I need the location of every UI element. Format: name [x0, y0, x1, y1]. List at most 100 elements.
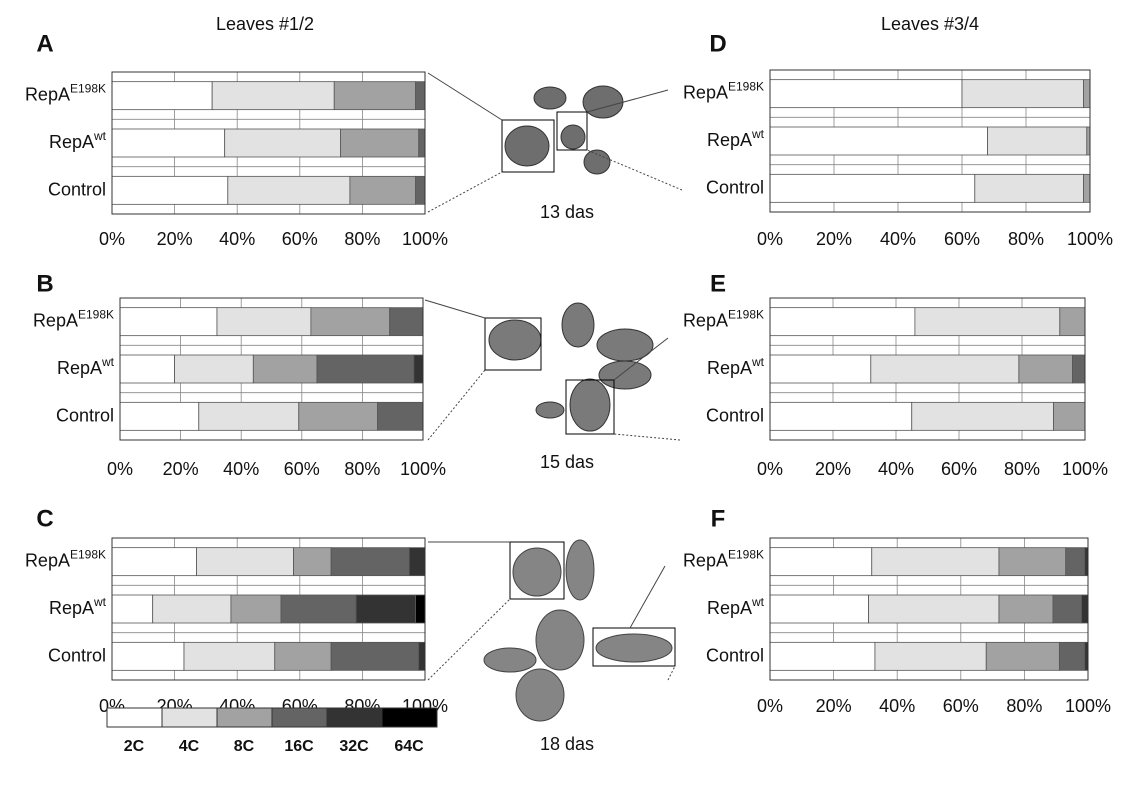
bar-segment [311, 308, 390, 336]
category-name: RepA [707, 598, 752, 618]
bar-segment [770, 127, 988, 155]
category-label: Control [48, 645, 106, 665]
x-tick-label: 80% [1008, 229, 1044, 249]
bar-segment [1084, 174, 1090, 202]
category-name: Control [706, 645, 764, 665]
bar-segment [197, 548, 294, 576]
x-tick-label: 60% [941, 459, 977, 479]
category-name: RepA [683, 310, 728, 330]
category-superscript: E198K [728, 308, 764, 322]
bar-segment [331, 548, 409, 576]
category-name: RepA [683, 82, 728, 102]
legend-swatch [382, 708, 437, 727]
bar-segment [112, 129, 225, 157]
bar-segment [416, 595, 425, 623]
bar-segment [770, 174, 975, 202]
bar-segment [212, 82, 334, 110]
x-tick-label: 60% [282, 229, 318, 249]
bar-segment [331, 642, 419, 670]
legend-label: 64C [394, 738, 424, 755]
bar-segment [416, 82, 425, 110]
legend-label: 8C [234, 738, 255, 755]
bar-segment [872, 548, 999, 576]
bar-segment [912, 402, 1054, 430]
category-name: RepA [57, 358, 102, 378]
bar-segment [986, 642, 1059, 670]
bar-segment [770, 80, 962, 108]
figure: Leaves #1/2 Leaves #3/4 13 das 15 das 18… [0, 0, 1135, 785]
bar-segment [120, 355, 175, 383]
legend-swatch [162, 708, 217, 727]
bar-segment [275, 642, 331, 670]
category-label: RepAwt [49, 595, 107, 618]
category-name: RepA [25, 550, 70, 570]
bar-segment [228, 176, 350, 204]
bar-segment [869, 595, 999, 623]
category-label: RepAwt [57, 355, 115, 378]
bar-segment [416, 176, 425, 204]
category-label: Control [706, 645, 764, 665]
column-title: Leaves #1/2 [216, 14, 314, 34]
column-title: Leaves #3/4 [881, 14, 979, 34]
bar-segment [184, 642, 275, 670]
bar-segment [770, 355, 871, 383]
legend-label: 2C [124, 738, 145, 755]
category-label: Control [706, 405, 764, 425]
bar-segment [294, 548, 332, 576]
category-name: Control [706, 177, 764, 197]
bar-segment [875, 642, 986, 670]
bar-segment [1084, 80, 1090, 108]
photo-label: 18 das [540, 734, 594, 754]
category-superscript: E198K [728, 548, 764, 562]
bar-segment [770, 308, 915, 336]
bar-segment [225, 129, 341, 157]
bar-segment [419, 129, 425, 157]
category-name: RepA [25, 84, 70, 104]
x-tick-label: 80% [1006, 696, 1042, 716]
category-superscript: wt [751, 127, 765, 141]
bar-segment [999, 595, 1053, 623]
x-tick-label: 60% [284, 459, 320, 479]
x-tick-label: 40% [219, 229, 255, 249]
photo-label: 13 das [540, 202, 594, 222]
panel-letter: B [36, 270, 53, 297]
category-label: RepAwt [707, 595, 765, 618]
bar-segment [1082, 595, 1088, 623]
legend-swatch [327, 708, 382, 727]
bar-segment [770, 642, 875, 670]
category-label: Control [48, 179, 106, 199]
x-tick-label: 20% [157, 229, 193, 249]
x-tick-label: 40% [880, 229, 916, 249]
bar-segment [871, 355, 1019, 383]
legend-swatch [272, 708, 327, 727]
bar-segment [199, 402, 299, 430]
x-tick-label: 100% [402, 229, 448, 249]
category-superscript: E198K [728, 80, 764, 94]
category-name: RepA [707, 130, 752, 150]
x-tick-label: 0% [107, 459, 133, 479]
bar-segment [112, 82, 212, 110]
bar-segment [281, 595, 356, 623]
x-tick-label: 100% [400, 459, 446, 479]
category-superscript: wt [93, 595, 107, 609]
legend-swatch [217, 708, 272, 727]
x-tick-label: 80% [344, 229, 380, 249]
category-name: RepA [49, 132, 94, 152]
bar-segment [1054, 402, 1086, 430]
legend-label: 16C [284, 738, 314, 755]
x-tick-label: 40% [879, 696, 915, 716]
x-tick-label: 0% [757, 459, 783, 479]
category-label: RepAwt [707, 355, 765, 378]
bar-segment [962, 80, 1084, 108]
legend-swatch [107, 708, 162, 727]
photo-label: 15 das [540, 452, 594, 472]
x-tick-label: 40% [878, 459, 914, 479]
x-tick-label: 0% [99, 229, 125, 249]
bar-segment [112, 595, 153, 623]
category-label: RepAE198K [683, 548, 764, 571]
category-name: Control [48, 179, 106, 199]
category-name: Control [706, 405, 764, 425]
legend-label: 32C [339, 738, 369, 755]
bar-segment [120, 402, 199, 430]
bar-segment [350, 176, 416, 204]
